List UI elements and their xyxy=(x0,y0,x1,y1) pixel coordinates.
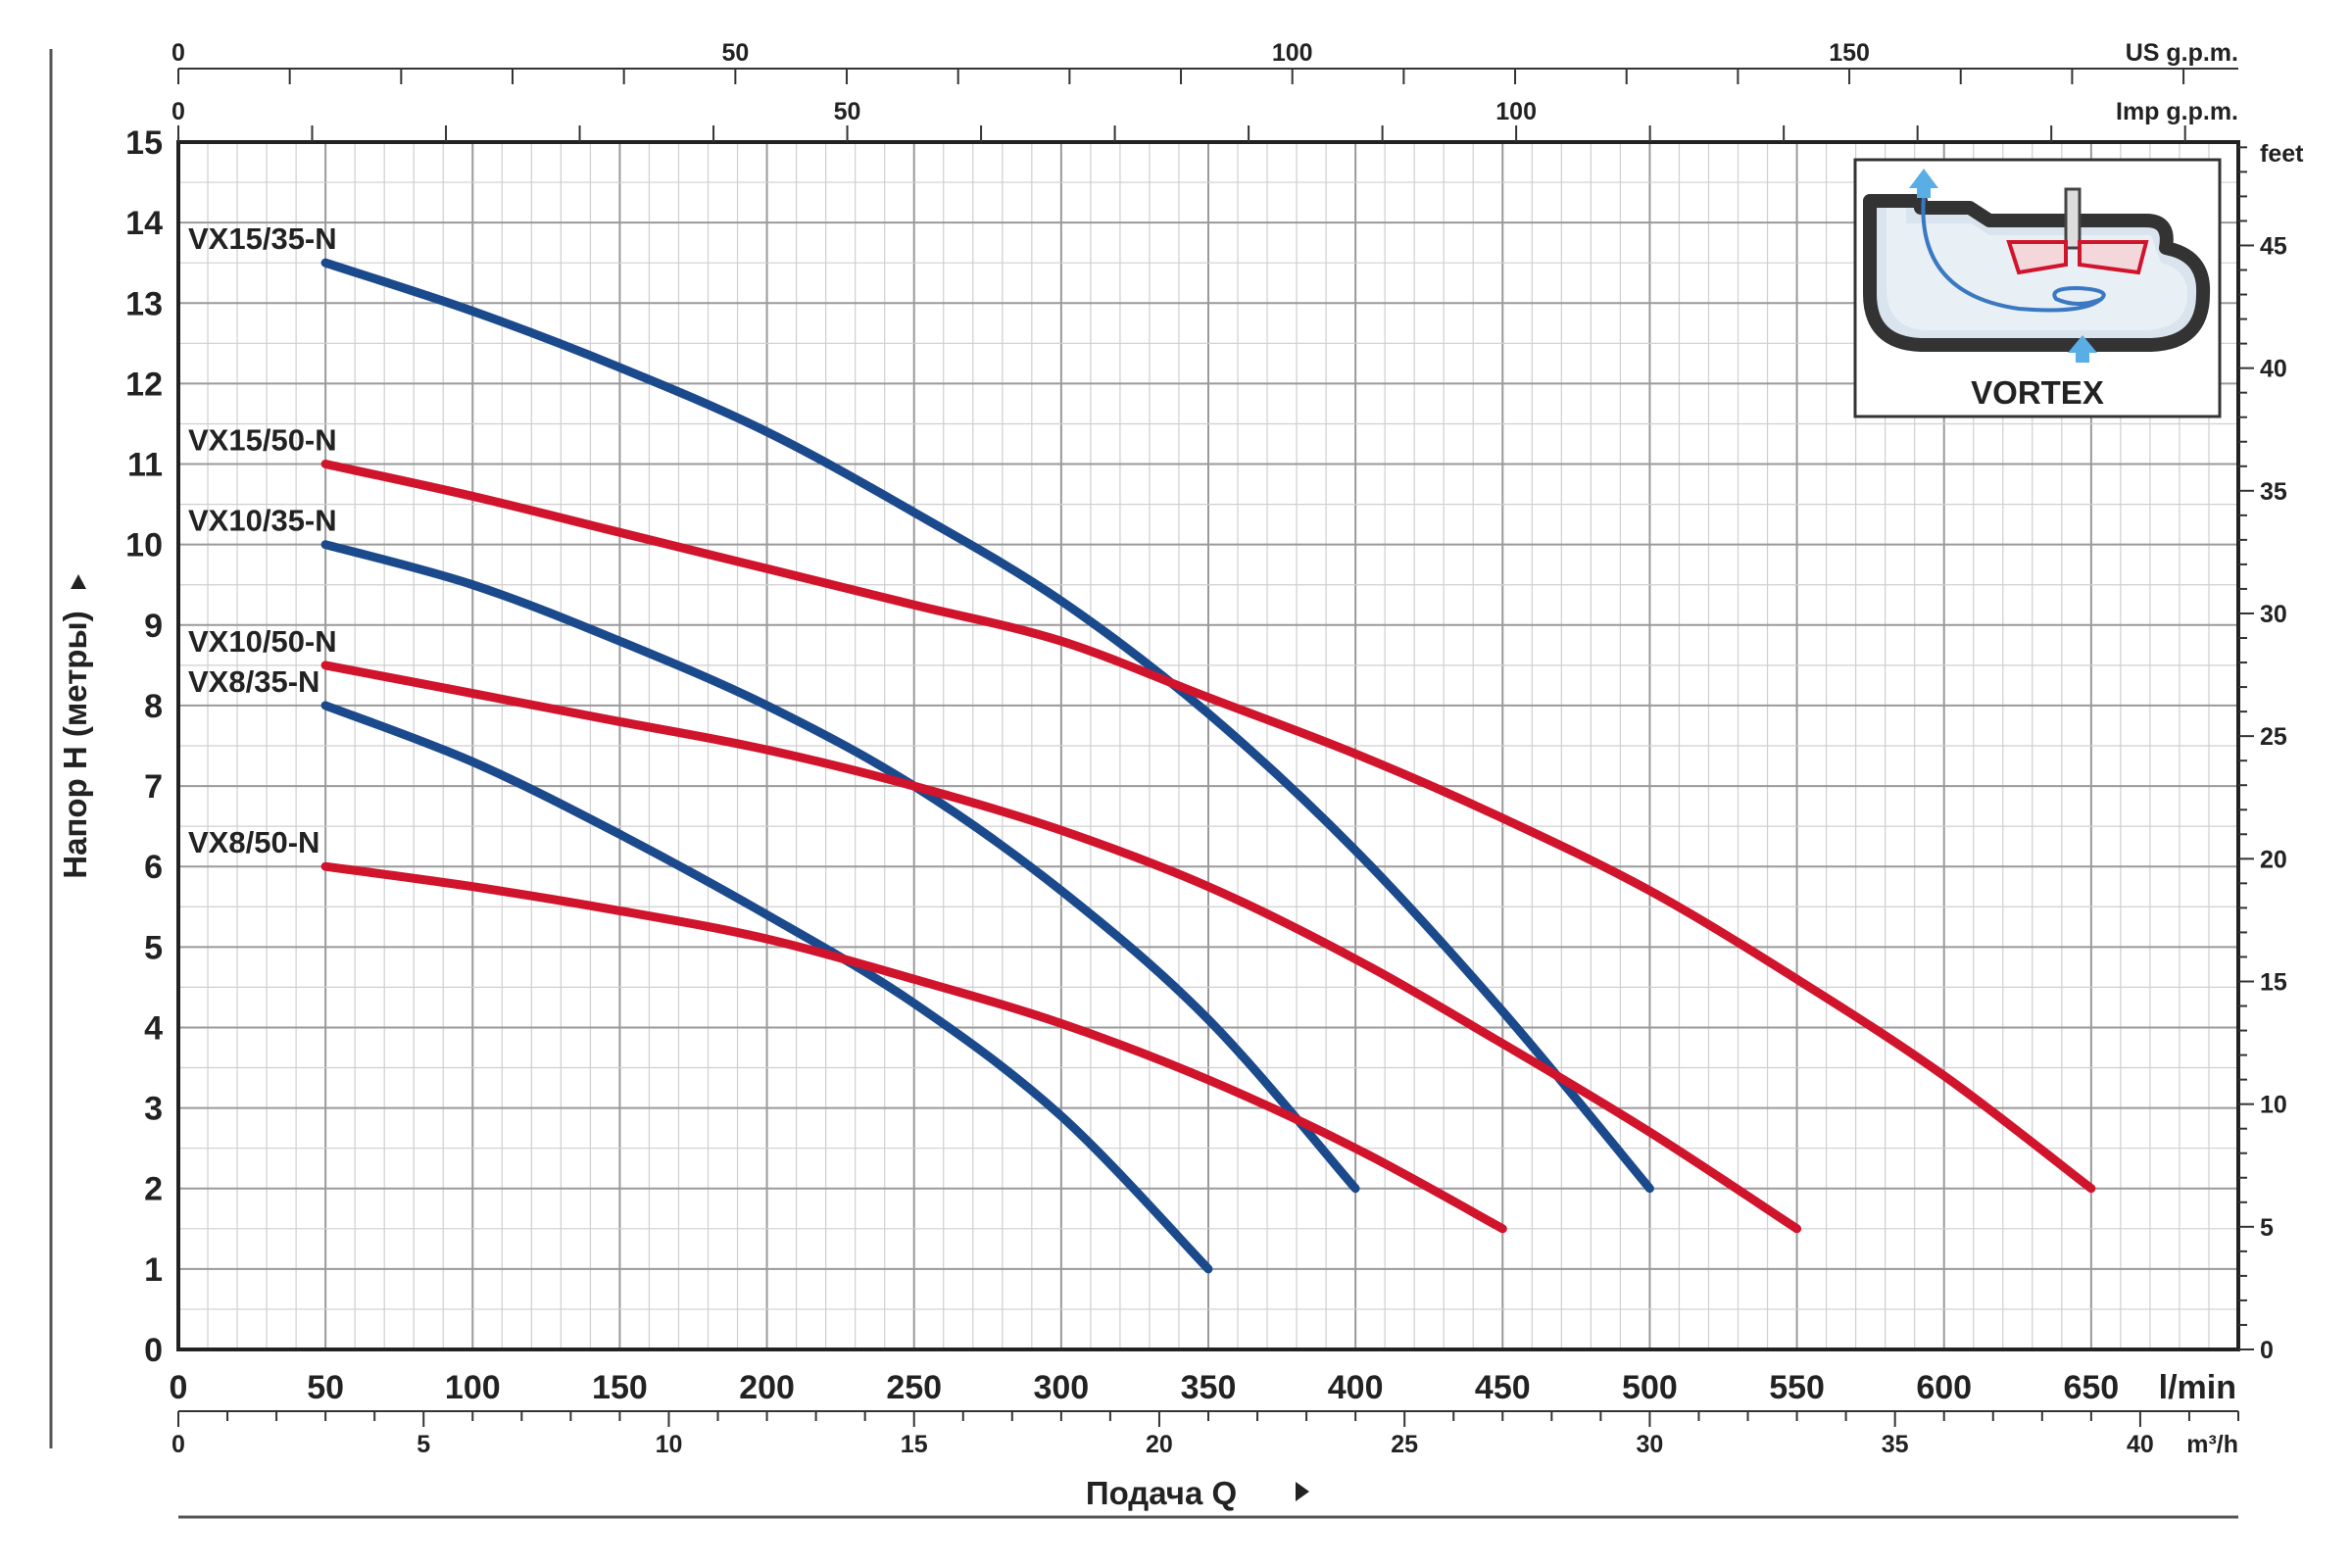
feet-tick-label: 40 xyxy=(2260,356,2287,383)
feet-tick-label: 10 xyxy=(2260,1092,2287,1119)
x-tick-label: 550 xyxy=(1769,1369,1825,1406)
outlet-arrow-icon xyxy=(1909,169,1938,188)
y-axis-title: Напор H (метры) xyxy=(57,611,93,878)
shaft-icon xyxy=(2064,187,2082,250)
m3h-tick-label: 5 xyxy=(416,1431,430,1458)
series-label-vx15-35-n: VX15/35-N xyxy=(188,221,337,256)
series-label-vx10-35-n: VX10/35-N xyxy=(188,504,337,538)
vortex-inset: VORTEX xyxy=(1853,158,2222,418)
feet-unit-label: feet xyxy=(2260,140,2304,168)
us-gpm-tick-label: 150 xyxy=(1829,39,1870,67)
outlet-arrow-stem xyxy=(1917,186,1931,198)
series-line-vx15-35-n xyxy=(320,258,1654,1194)
x-axis-arrow-icon xyxy=(1296,1482,1309,1501)
imp-gpm-tick-label: 50 xyxy=(834,98,861,125)
impeller-icon xyxy=(2006,240,2149,275)
imp-gpm-tick-label: 100 xyxy=(1495,98,1537,125)
series-line-vx15-50-n xyxy=(320,460,2096,1194)
m3h-tick-label: 40 xyxy=(2127,1431,2154,1458)
y-tick-label: 15 xyxy=(125,124,163,162)
m3h-tick-label: 10 xyxy=(656,1431,683,1458)
feet-tick-label: 45 xyxy=(2260,232,2287,260)
inset-title: VORTEX xyxy=(1971,374,2104,411)
series-label-vx8-35-n: VX8/35-N xyxy=(188,664,319,699)
y-tick-label: 4 xyxy=(144,1009,163,1047)
m3h-tick-label: 15 xyxy=(901,1431,928,1458)
m3h-tick-label: 0 xyxy=(172,1431,185,1458)
x-unit-label: l/min xyxy=(2159,1369,2236,1406)
axes: 0 50 100 150 200 250 300 350 400 450 500 550 600 650 l… xyxy=(125,39,2304,1458)
flow-arrow-icon xyxy=(1921,195,2106,313)
x-tick-label: 50 xyxy=(307,1369,344,1406)
x-tick-label: 450 xyxy=(1475,1369,1531,1406)
y-tick-label: 7 xyxy=(144,768,163,806)
inlet-arrow-icon xyxy=(2068,335,2097,353)
x-tick-label: 400 xyxy=(1328,1369,1384,1406)
feet-tick-label: 25 xyxy=(2260,723,2287,751)
series-label-vx10-50-n: VX10/50-N xyxy=(188,624,337,659)
x-tick-label: 650 xyxy=(2063,1369,2119,1406)
feet-tick-label: 35 xyxy=(2260,478,2287,506)
m3h-tick-label: 35 xyxy=(1882,1431,1909,1458)
m3h-tick-label: 25 xyxy=(1391,1431,1418,1458)
feet-tick-label: 15 xyxy=(2260,968,2287,996)
feet-tick-label: 5 xyxy=(2260,1214,2274,1242)
y-tick-label: 13 xyxy=(125,285,163,322)
x-axis-title: Подача Q xyxy=(1086,1475,1237,1511)
x-tick-label: 0 xyxy=(170,1369,188,1406)
y-tick-label: 1 xyxy=(144,1251,163,1289)
x-tick-label: 200 xyxy=(739,1369,795,1406)
y-tick-label: 12 xyxy=(125,366,163,403)
series-line-vx10-50-n xyxy=(320,661,1802,1234)
y-tick-label: 2 xyxy=(144,1171,163,1208)
y-axis-arrow-icon xyxy=(71,574,86,589)
x-tick-label: 300 xyxy=(1033,1369,1089,1406)
m3h-tick-label: 20 xyxy=(1146,1431,1173,1458)
y-tick-label: 3 xyxy=(144,1091,163,1128)
series-label-vx8-50-n: VX8/50-N xyxy=(188,825,319,859)
x-tick-label: 500 xyxy=(1622,1369,1678,1406)
y-tick-label: 11 xyxy=(127,447,163,484)
y-tick-label: 0 xyxy=(144,1332,163,1369)
x-tick-label: 150 xyxy=(592,1369,648,1406)
series-line-vx10-35-n xyxy=(320,540,1360,1194)
series-label-vx15-50-n: VX15/50-N xyxy=(188,423,337,458)
feet-tick-label: 20 xyxy=(2260,846,2287,873)
m3h-tick-label: 30 xyxy=(1637,1431,1664,1458)
x-tick-label: 350 xyxy=(1181,1369,1237,1406)
y-tick-label: 8 xyxy=(144,688,163,725)
series xyxy=(320,258,2096,1274)
y-tick-label: 9 xyxy=(144,608,163,645)
y-tick-label: 6 xyxy=(144,849,163,886)
m3h-unit-label: m³/h xyxy=(2186,1431,2238,1458)
y-tick-label: 14 xyxy=(125,205,163,242)
series-labels: VX15/35-N VX15/50-N VX10/35-N VX10/50-N VX8/… xyxy=(188,221,337,859)
x-tick-label: 100 xyxy=(445,1369,501,1406)
y-tick-label: 5 xyxy=(144,929,163,966)
y-tick-label: 10 xyxy=(125,527,163,564)
imp-gpm-tick-label: 0 xyxy=(172,98,185,125)
x-tick-label: 250 xyxy=(886,1369,942,1406)
us-gpm-tick-label: 0 xyxy=(172,39,185,67)
us-gpm-tick-label: 100 xyxy=(1272,39,1313,67)
feet-tick-label: 30 xyxy=(2260,601,2287,628)
feet-tick-label: 0 xyxy=(2260,1337,2274,1364)
us-gpm-tick-label: 50 xyxy=(721,39,749,67)
series-line-vx8-50-n xyxy=(320,861,1507,1234)
x-tick-label: 600 xyxy=(1916,1369,1972,1406)
us-gpm-unit-label: US g.p.m. xyxy=(2126,39,2238,67)
imp-gpm-unit-label: Imp g.p.m. xyxy=(2116,98,2238,125)
plot-area-border xyxy=(176,140,2240,1351)
inlet-arrow-stem xyxy=(2076,351,2089,363)
series-line-vx8-35-n xyxy=(320,701,1213,1274)
